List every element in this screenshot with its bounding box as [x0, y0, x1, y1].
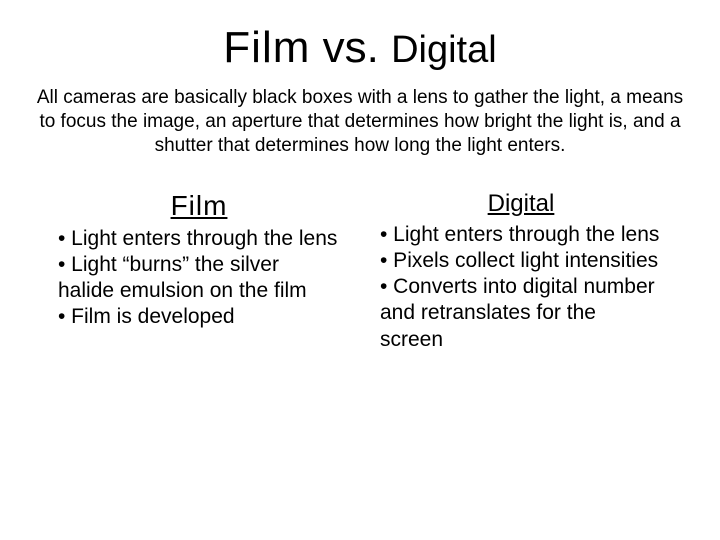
digital-heading: Digital	[380, 190, 662, 218]
digital-bullets: • Light enters through the lens• Pixels …	[380, 222, 662, 353]
slide-title: Film vs. Digital	[28, 24, 692, 72]
two-column-layout: Film • Light enters through the lens• Li…	[28, 190, 692, 353]
digital-column: Digital • Light enters through the lens•…	[380, 190, 662, 353]
film-column: Film • Light enters through the lens• Li…	[58, 190, 340, 353]
title-vs: vs.	[323, 23, 379, 72]
title-digital: Digital	[391, 29, 497, 71]
slide: Film vs. Digital All cameras are basical…	[0, 0, 720, 540]
intro-paragraph: All cameras are basically black boxes wi…	[28, 86, 692, 157]
film-heading: Film	[58, 190, 340, 222]
title-film: Film	[223, 23, 310, 72]
film-bullets: • Light enters through the lens• Light “…	[58, 226, 340, 331]
